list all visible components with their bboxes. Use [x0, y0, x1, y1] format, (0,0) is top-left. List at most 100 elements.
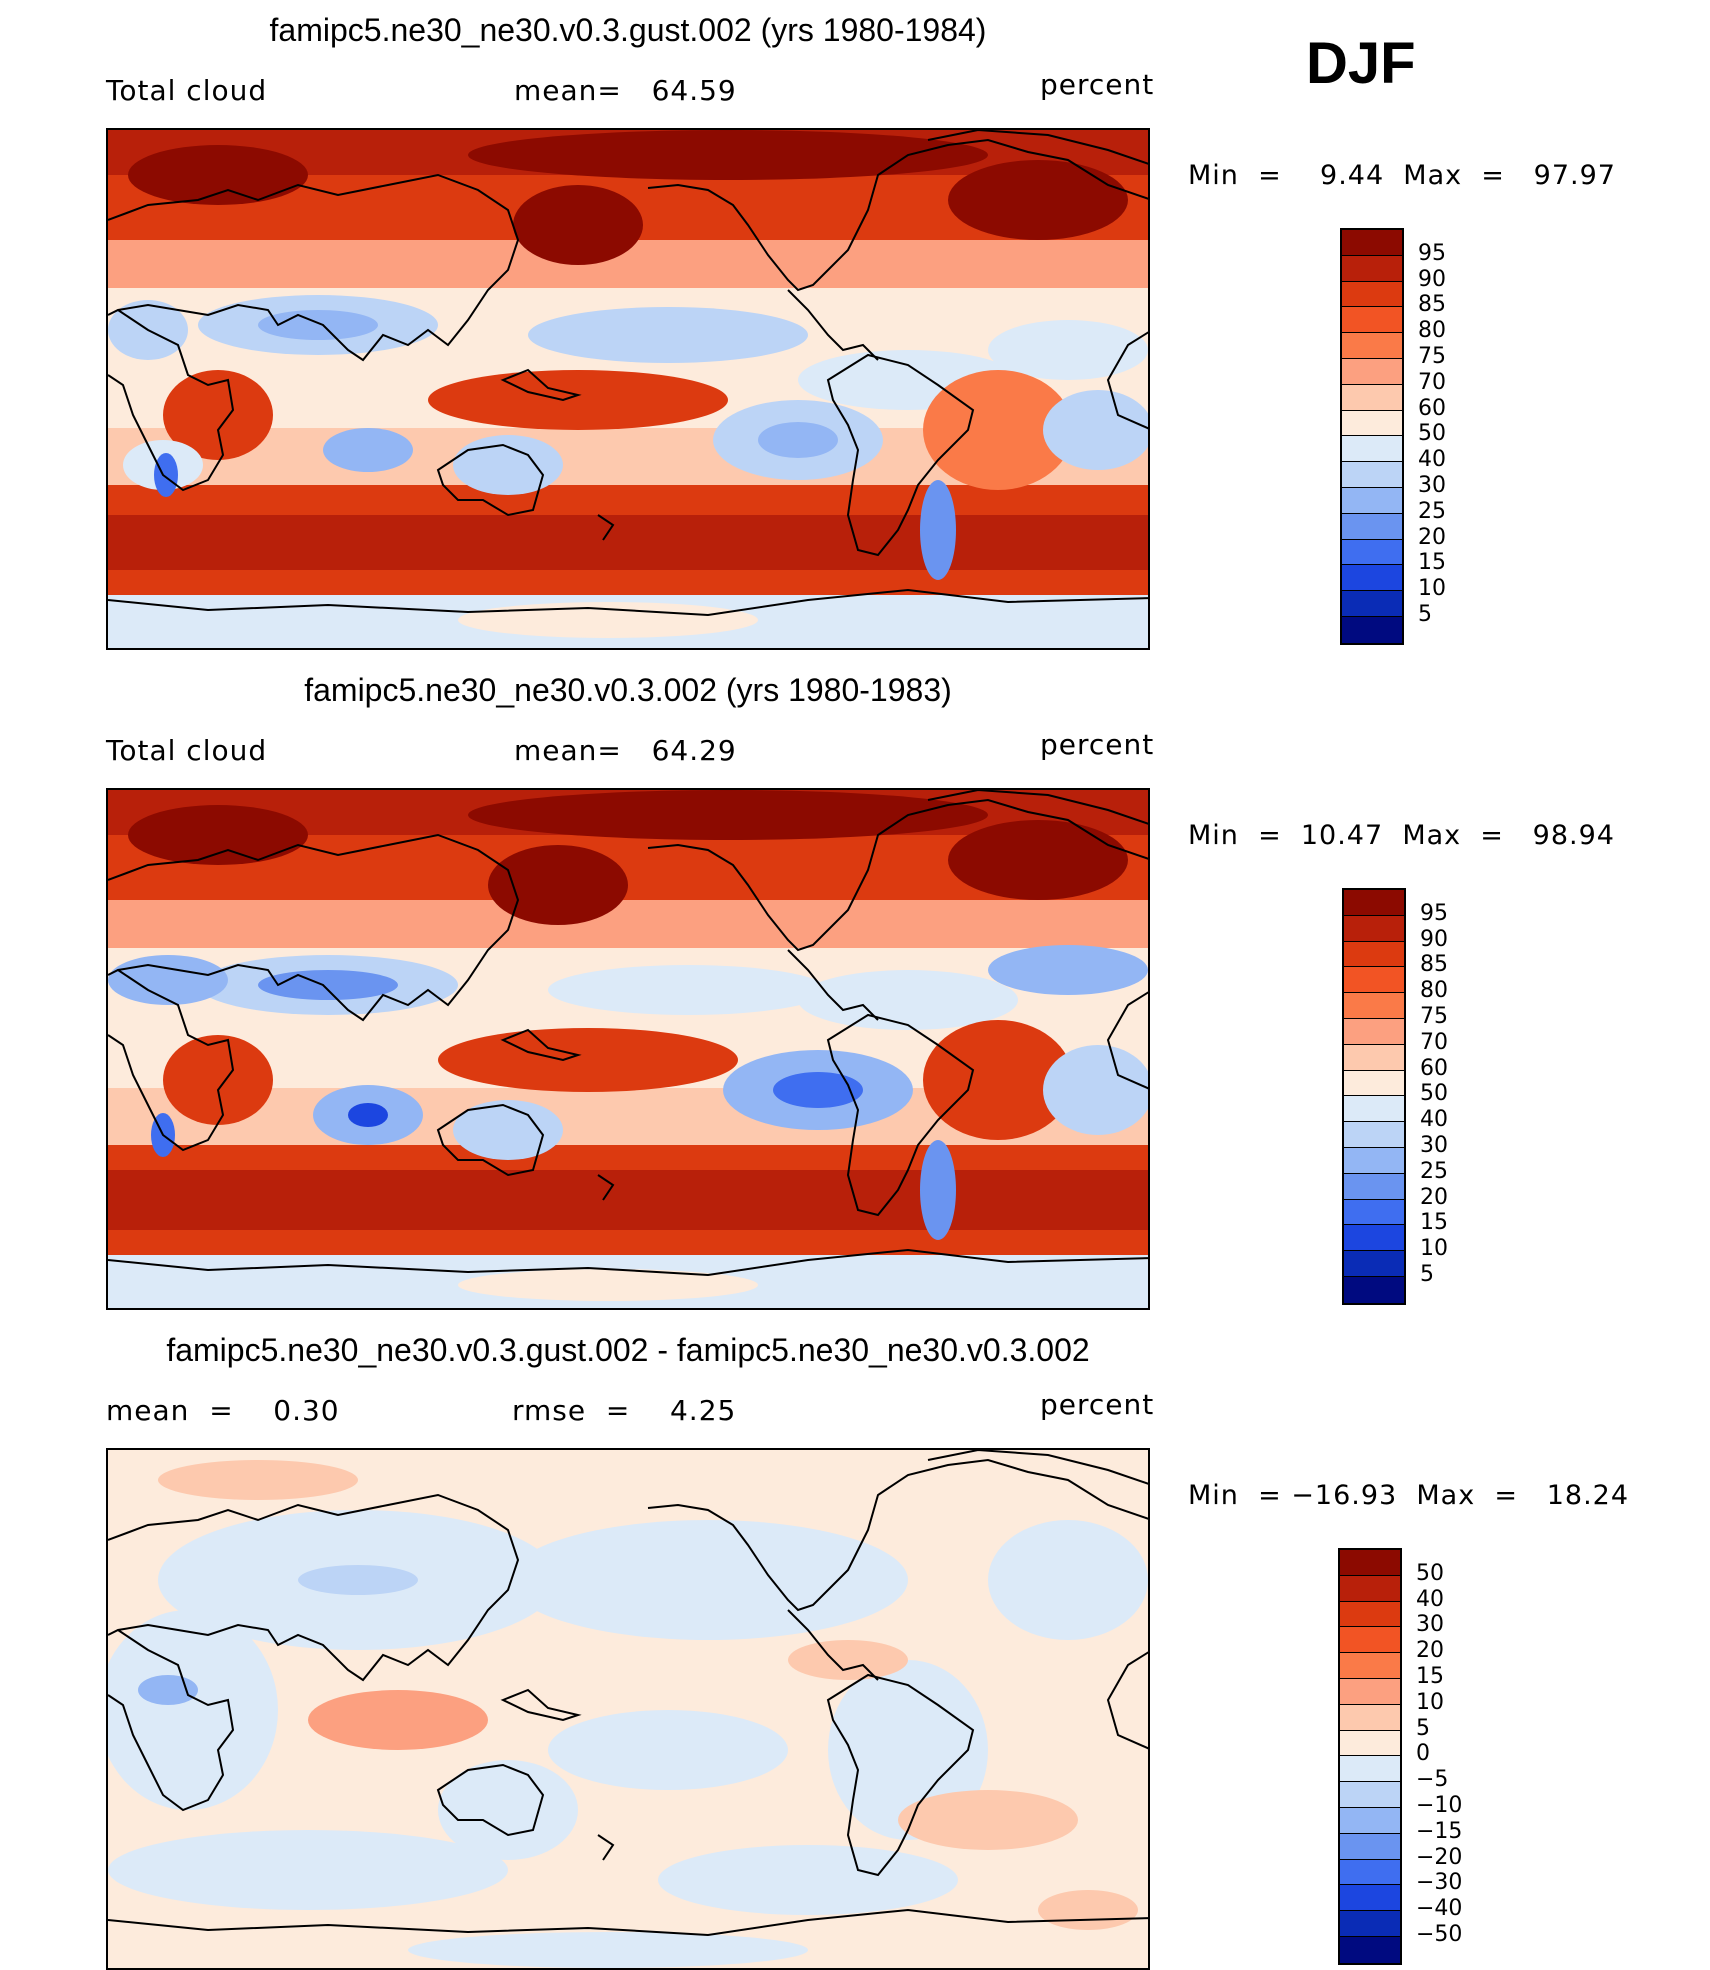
panel-1-mean-label: mean= 64.59	[514, 74, 737, 107]
panel-1-min-max: Min = 9.44 Max = 97.97	[1188, 160, 1616, 191]
colorbar-panel-1-swatch	[1342, 281, 1402, 308]
colorbar-panel-2-swatch	[1344, 1044, 1404, 1071]
colorbar-panel-1-tick-label: 90	[1418, 266, 1446, 292]
colorbar-panel-1-tick-label: 30	[1418, 473, 1446, 498]
colorbar-panel-2-tick-label: 30	[1420, 1133, 1448, 1158]
season-label: DJF	[1306, 31, 1416, 96]
colorbar-panel-1-tick-label: 50	[1418, 421, 1446, 447]
colorbar-panel-2-tick-label: 5	[1420, 1262, 1434, 1287]
colorbar-panel-2-swatch	[1344, 890, 1404, 916]
colorbar-panel-2-tick-label: 60	[1420, 1055, 1448, 1081]
panel-1-title: famipc5.ne30_ne30.v0.3.gust.002 (yrs 198…	[269, 12, 987, 48]
panel-1-variable-label: Total cloud	[106, 74, 268, 107]
colorbar-panel-1-swatch	[1342, 616, 1402, 643]
colorbar-panel-1-tick-label: 15	[1418, 550, 1446, 576]
colorbar-panel-2-tick-label: 95	[1420, 900, 1448, 926]
colorbar-panel-1-tick-label: 70	[1418, 369, 1446, 395]
colorbar-panel-1-swatch	[1342, 410, 1402, 437]
colorbar-panel-2-swatch	[1344, 941, 1404, 968]
panel-2-mean-label: mean= 64.29	[514, 734, 737, 767]
colorbar-panel-3-swatch	[1340, 1601, 1400, 1628]
panel-3-mean-label: mean = 0.30	[106, 1394, 340, 1427]
panel-1-map	[106, 128, 1150, 650]
colorbar-panel-3-tick-label: −40	[1416, 1896, 1463, 1922]
colorbar-panel-2-tick-label: 75	[1420, 1004, 1448, 1029]
colorbar-panel-3-swatch	[1340, 1627, 1400, 1654]
colorbar-panel-1-swatch	[1342, 565, 1402, 592]
colorbar-panel-1-tick-label: 75	[1418, 344, 1446, 369]
colorbar-panel-2-swatch	[1344, 1122, 1404, 1148]
colorbar-panel-1-tick-label: 25	[1418, 498, 1446, 524]
colorbar-panel-3-swatch	[1340, 1833, 1400, 1860]
colorbar-panel-2	[1342, 888, 1406, 1305]
panel-1-map-svg	[108, 130, 1148, 648]
colorbar-panel-2-tick-label: 70	[1420, 1029, 1448, 1055]
colorbar-panel-3-tick-label: 30	[1416, 1612, 1444, 1638]
colorbar-panel-3-tick-label: −20	[1416, 1844, 1463, 1870]
colorbar-panel-3-swatch	[1340, 1653, 1400, 1679]
colorbar-panel-2-tick-label: 15	[1420, 1210, 1448, 1236]
colorbar-panel-2-swatch	[1344, 1070, 1404, 1097]
panel-3-rmse-label: rmse = 4.25	[512, 1394, 737, 1427]
colorbar-panel-3-tick-label: 20	[1416, 1638, 1444, 1664]
colorbar-panel-3-swatch	[1340, 1756, 1400, 1783]
colorbar-panel-1-tick-label: 5	[1418, 602, 1432, 627]
colorbar-panel-3-tick-label: −5	[1416, 1767, 1449, 1793]
colorbar-panel-1-swatch	[1342, 539, 1402, 566]
colorbar-panel-2-swatch	[1344, 1096, 1404, 1123]
panel-3-map-svg	[108, 1450, 1148, 1968]
colorbar-panel-3-swatch	[1340, 1936, 1400, 1963]
colorbar-panel-1-tick-label: 10	[1418, 576, 1446, 602]
colorbar-panel-1-tick-label: 85	[1418, 292, 1446, 318]
colorbar-panel-3-tick-label: −50	[1416, 1922, 1463, 1947]
colorbar-panel-1-tick-label: 95	[1418, 240, 1446, 266]
colorbar-panel-3-tick-label: 40	[1416, 1586, 1444, 1612]
panel-2-min-max: Min = 10.47 Max = 98.94	[1188, 820, 1615, 851]
colorbar-panel-1-swatch	[1342, 462, 1402, 488]
colorbar-panel-1-tick-label: 60	[1418, 395, 1446, 421]
colorbar-panel-3-tick-label: 50	[1416, 1560, 1444, 1586]
panel-2-units-label: percent	[1040, 728, 1155, 761]
colorbar-panel-3-swatch	[1340, 1859, 1400, 1886]
panel-2-variable-label: Total cloud	[106, 734, 268, 767]
colorbar-panel-1-tick-label: 80	[1418, 318, 1446, 344]
colorbar-panel-2-tick-label: 40	[1420, 1107, 1448, 1133]
colorbar-panel-3-tick-label: 10	[1416, 1689, 1444, 1715]
colorbar-panel-3	[1338, 1548, 1402, 1965]
panel-2-title: famipc5.ne30_ne30.v0.3.002 (yrs 1980-198…	[304, 672, 952, 708]
colorbar-panel-1-swatch	[1342, 333, 1402, 359]
panel-1-units-label: percent	[1040, 68, 1155, 101]
colorbar-panel-2-tick-label: 90	[1420, 926, 1448, 952]
panel-2-map-svg	[108, 790, 1148, 1308]
colorbar-panel-2-swatch	[1344, 1018, 1404, 1045]
colorbar-panel-2-tick-label: 10	[1420, 1236, 1448, 1262]
panel-3-units-label: percent	[1040, 1388, 1155, 1421]
panel-3-title: famipc5.ne30_ne30.v0.3.gust.002 - famipc…	[166, 1332, 1090, 1368]
colorbar-panel-3-swatch	[1340, 1782, 1400, 1808]
colorbar-panel-3-tick-label: 15	[1416, 1664, 1444, 1689]
colorbar-panel-2-tick-label: 80	[1420, 978, 1448, 1004]
colorbar-panel-2-swatch	[1344, 967, 1404, 994]
colorbar-panel-2-swatch	[1344, 993, 1404, 1019]
colorbar-panel-1-swatch	[1342, 436, 1402, 463]
colorbar-panel-1-swatch	[1342, 513, 1402, 540]
colorbar-panel-2-swatch	[1344, 915, 1404, 942]
colorbar-panel-1-swatch	[1342, 307, 1402, 334]
colorbar-panel-3-swatch	[1340, 1885, 1400, 1912]
colorbar-panel-3-tick-label: 0	[1416, 1741, 1430, 1767]
colorbar-panel-3-swatch	[1340, 1550, 1400, 1576]
colorbar-panel-1-swatch	[1342, 591, 1402, 617]
colorbar-panel-3-swatch	[1340, 1911, 1400, 1937]
colorbar-panel-2-swatch	[1344, 1251, 1404, 1277]
colorbar-panel-1-swatch	[1342, 384, 1402, 411]
colorbar-panel-3-tick-label: −30	[1416, 1870, 1463, 1896]
colorbar-panel-2-swatch	[1344, 1276, 1404, 1303]
colorbar-panel-3-tick-label: 5	[1416, 1715, 1430, 1741]
colorbar-panel-2-swatch	[1344, 1173, 1404, 1200]
colorbar-panel-2-tick-label: 20	[1420, 1184, 1448, 1210]
panel-3-min-max: Min = −16.93 Max = 18.24	[1188, 1480, 1630, 1511]
colorbar-panel-2-swatch	[1344, 1225, 1404, 1252]
colorbar-panel-3-swatch	[1340, 1575, 1400, 1602]
colorbar-panel-2-tick-label: 25	[1420, 1158, 1448, 1184]
colorbar-panel-1	[1340, 228, 1404, 645]
